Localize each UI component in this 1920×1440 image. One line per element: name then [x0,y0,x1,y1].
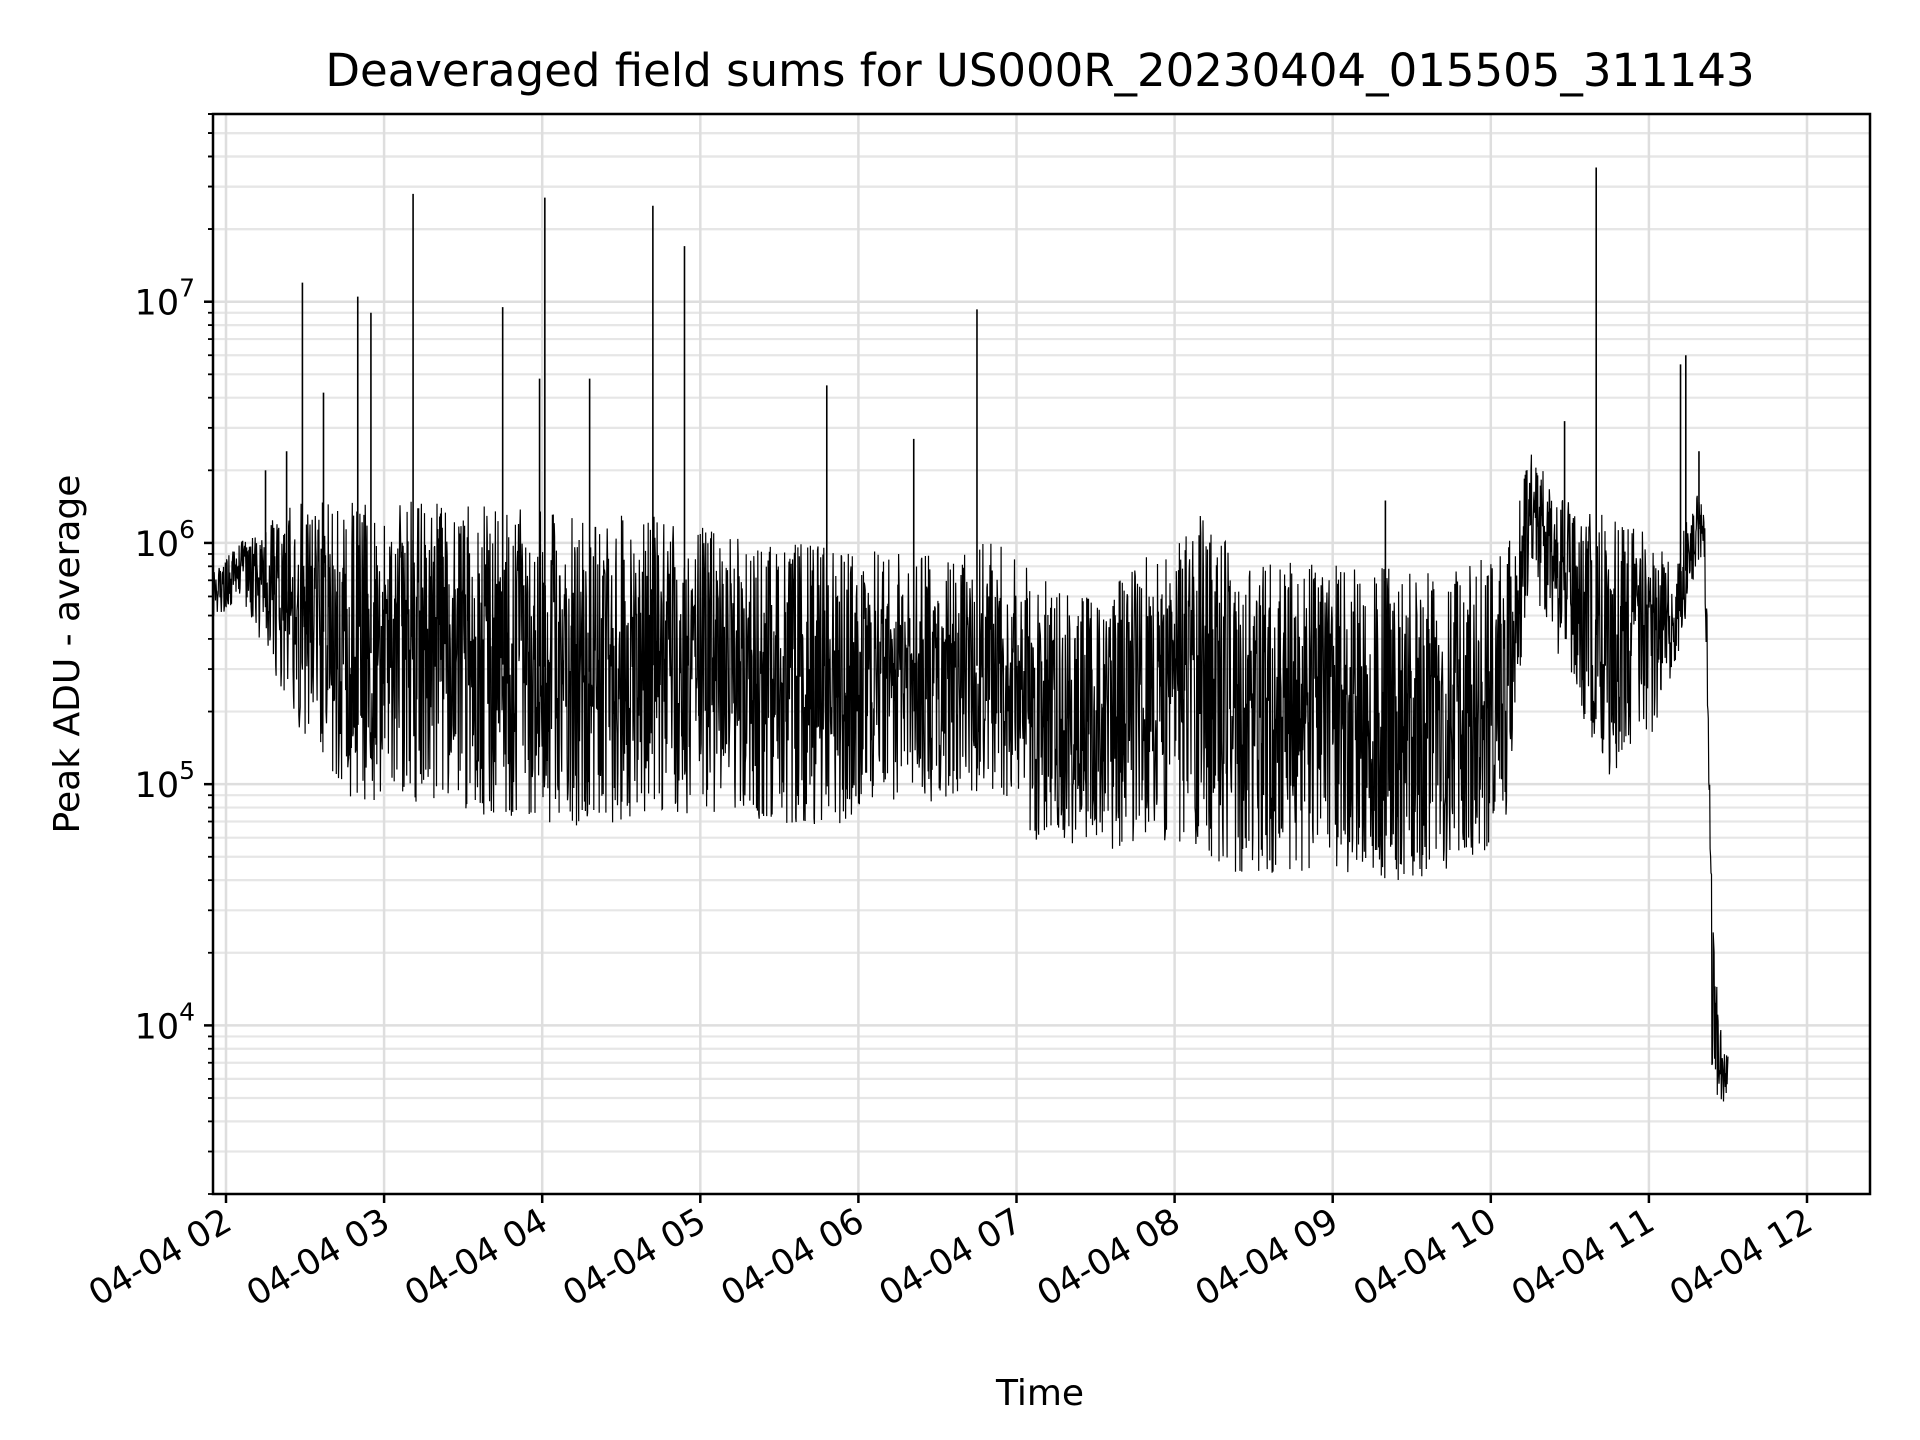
plot-frame [211,112,1872,1196]
x-tick-label: 04-04 07 [873,1201,1029,1314]
y-tick-label: 105 [135,756,195,806]
x-tick-label: 04-04 09 [1189,1201,1345,1314]
x-tick-label: 04-04 08 [1031,1201,1187,1314]
x-tick-label: 04-04 03 [240,1201,396,1314]
y-axis-label: Peak ADU - average [47,475,88,834]
data-series [213,167,1729,1102]
x-tick-label: 04-04 10 [1347,1201,1503,1314]
y-tick-label: 106 [135,515,195,565]
x-tick-label: 04-04 06 [715,1201,871,1314]
x-axis-label: Time [995,1373,1084,1414]
x-tick-label: 04-04 02 [82,1201,238,1314]
x-axis-ticks: 04-04 02 04-04 03 04-04 04 04-04 05 04-04 06… [82,1194,1820,1314]
x-tick-label: 04-04 11 [1505,1201,1661,1314]
y-tick-label: 107 [135,274,195,324]
series-line [213,454,1729,1102]
y-tick-label: 104 [135,997,195,1047]
x-tick-label: 04-04 05 [557,1201,713,1314]
y-axis-ticks: 104 105 106 107 [135,113,213,1195]
chart-title: Deaveraged field sums for US000R_2023040… [325,44,1754,97]
x-tick-label: 04-04 12 [1663,1201,1819,1314]
grid-lines [213,112,1870,1196]
x-tick-label: 04-04 04 [398,1201,554,1314]
